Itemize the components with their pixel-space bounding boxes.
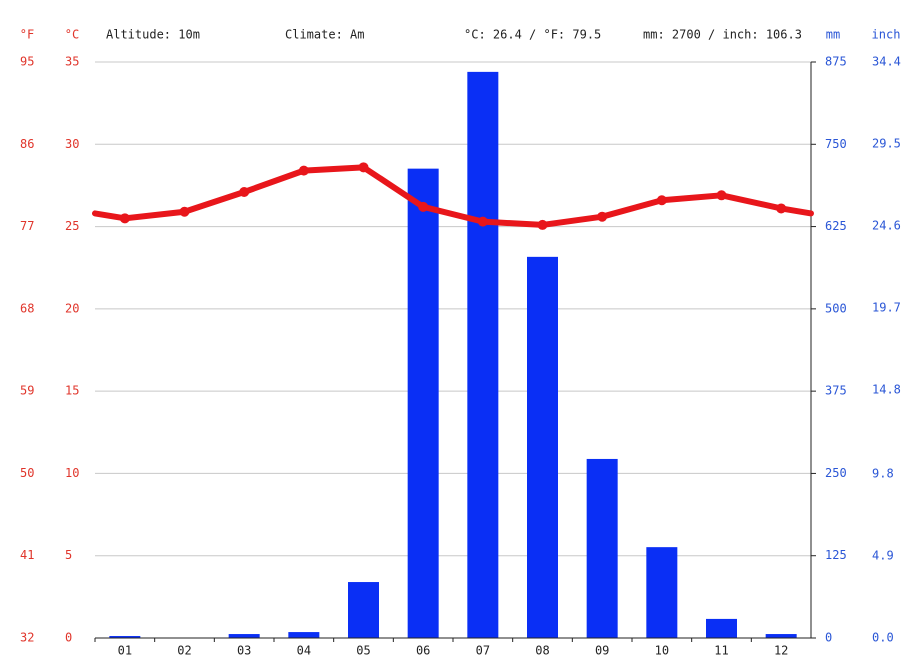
bar: [706, 618, 737, 638]
y-tick-label: 15: [65, 384, 79, 398]
yf-tick-label: 77: [20, 219, 34, 233]
yf-tick-label: 50: [20, 466, 34, 480]
altitude: Altitude: 10m: [106, 28, 200, 42]
temp-point: [656, 195, 667, 206]
x-tick-label: 03: [237, 644, 251, 658]
temp-point: [239, 187, 250, 198]
x-tick-label: 08: [535, 644, 549, 658]
temp-point: [179, 206, 190, 217]
bar: [288, 632, 320, 638]
y-tick-label: 35: [65, 55, 79, 69]
bar: [586, 458, 618, 638]
y2-tick-label: 500: [825, 301, 847, 315]
bar: [228, 634, 260, 638]
y-tick-label: 10: [65, 466, 79, 480]
bar: [467, 71, 499, 639]
temp-point: [418, 201, 429, 212]
temp-edge: [778, 205, 814, 217]
avg-temp: °C: 26.4 / °F: 79.5: [464, 28, 601, 42]
yf-tick-label: 95: [20, 55, 34, 69]
yf-tick-label: 41: [20, 548, 34, 562]
y2-inch-tick-label: 0.0: [872, 631, 894, 645]
temp-point: [537, 219, 548, 230]
x-tick-label: 11: [714, 644, 728, 658]
bar: [646, 547, 678, 638]
y-tick-label: 30: [65, 137, 79, 151]
climate: Climate: Am: [285, 28, 364, 42]
temp-point: [477, 216, 488, 227]
yf-tick-label: 68: [20, 301, 34, 315]
bar: [527, 256, 558, 638]
x-tick-label: 06: [416, 644, 430, 658]
y2-tick-label: 125: [825, 548, 847, 562]
x-tick-label: 01: [118, 644, 132, 658]
bar: [109, 636, 141, 638]
x-tick-label: 10: [655, 644, 669, 658]
y2-tick-label: 375: [825, 384, 847, 398]
bar: [348, 582, 379, 638]
yf-tick-label: 32: [20, 631, 34, 645]
bar: [407, 168, 439, 639]
y-tick-label: 0: [65, 631, 72, 645]
x-tick-label: 04: [297, 644, 311, 658]
y2-inch-tick-label: 4.9: [872, 548, 894, 562]
temp-point: [597, 211, 608, 222]
y2-tick-label: 625: [825, 219, 847, 233]
x-tick-label: 07: [476, 644, 490, 658]
unit-mm: mm: [826, 28, 840, 42]
y2-inch-tick-label: 29.5: [872, 137, 901, 151]
unit-c: °C: [65, 28, 79, 42]
x-tick-label: 12: [774, 644, 788, 658]
y2-inch-tick-label: 24.6: [872, 219, 901, 233]
yf-tick-label: 86: [20, 137, 34, 151]
temp-point: [298, 165, 309, 176]
x-tick-label: 05: [356, 644, 370, 658]
y2-tick-label: 750: [825, 137, 847, 151]
temp-point: [776, 203, 787, 214]
y2-inch-tick-label: 19.7: [872, 301, 901, 315]
bar: [765, 634, 797, 638]
y2-tick-label: 250: [825, 466, 847, 480]
y2-tick-label: 875: [825, 55, 847, 69]
x-tick-label: 02: [177, 644, 191, 658]
temp-edge: [92, 210, 128, 222]
y-tick-label: 5: [65, 548, 72, 562]
temp-point: [358, 162, 369, 173]
x-tick-label: 09: [595, 644, 609, 658]
y-tick-label: 20: [65, 301, 79, 315]
temp-point: [119, 213, 130, 224]
temp-line: [124, 164, 782, 228]
temp-point: [716, 190, 727, 201]
y-tick-label: 25: [65, 219, 79, 233]
y2-inch-tick-label: 34.4: [872, 55, 901, 69]
unit-inch: inch: [872, 28, 901, 42]
total-precip: mm: 2700 / inch: 106.3: [643, 28, 802, 42]
yf-tick-label: 59: [20, 384, 34, 398]
y2-inch-tick-label: 14.8: [872, 383, 901, 397]
unit-f: °F: [20, 28, 34, 42]
y2-tick-label: 0: [825, 631, 832, 645]
y2-inch-tick-label: 9.8: [872, 466, 894, 480]
